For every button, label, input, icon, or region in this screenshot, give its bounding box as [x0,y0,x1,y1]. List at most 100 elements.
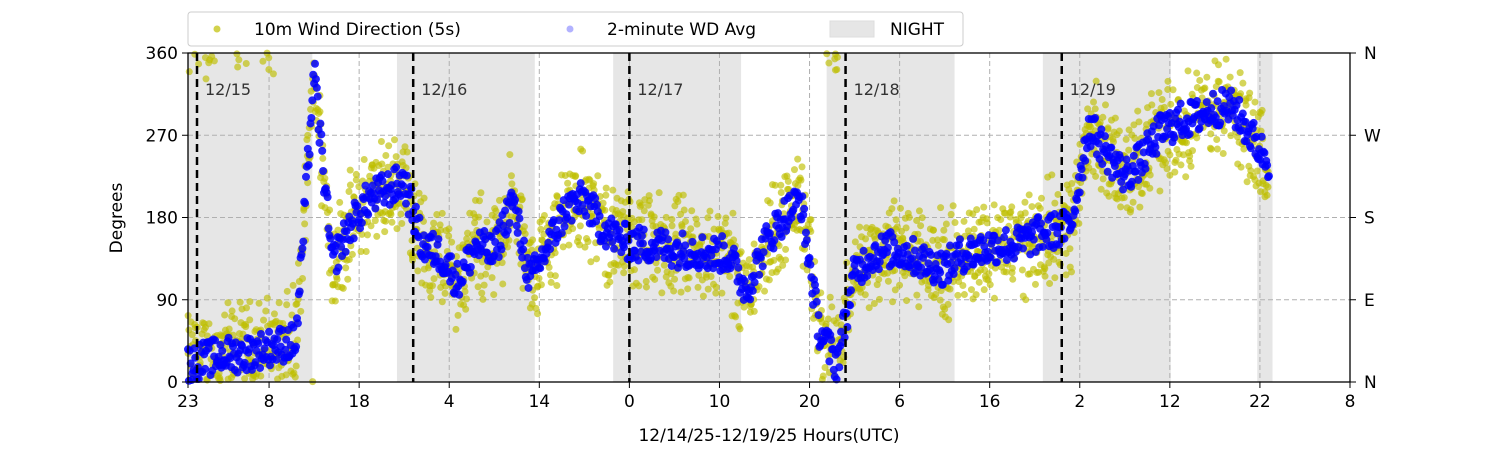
wind-direction-point [1227,132,1235,140]
wd-avg-point [1237,126,1246,135]
wind-direction-point [750,240,758,248]
wind-direction-point [694,283,702,291]
wd-avg-point [748,286,757,295]
wd-avg-point [540,257,549,266]
wind-direction-point [352,176,360,184]
wd-avg-point [902,241,911,250]
wind-direction-point [972,291,980,299]
wd-avg-point [311,75,320,84]
wd-avg-point [1122,155,1131,164]
wind-direction-point [620,269,628,277]
wind-direction-point [1193,69,1201,77]
wind-direction-point [1193,134,1201,142]
wind-direction-point [833,66,841,74]
legend-label-wd-avg: 2-minute WD Avg [607,20,756,40]
wd-avg-point [759,248,768,257]
wind-direction-point [576,222,584,230]
wd-avg-point [1075,188,1084,197]
wind-direction-point [918,214,926,222]
wind-direction-point [997,216,1005,224]
wind-direction-point [1243,178,1251,186]
wind-direction-point [1084,105,1092,113]
wd-avg-point [986,253,995,262]
wind-direction-point [545,263,553,271]
wind-direction-point [461,288,469,296]
wind-direction-point [559,243,567,251]
wind-direction-point [342,264,350,272]
wind-direction-point [185,68,193,76]
wind-direction-point [587,258,595,266]
wind-direction-point [620,262,628,270]
wind-direction-point [246,316,254,324]
wind-direction-point [660,261,668,269]
wd-avg-point [810,280,819,289]
wind-direction-point [1115,127,1123,135]
wd-avg-point [265,361,274,370]
wd-avg-point [323,193,332,202]
wind-direction-point [1028,203,1036,211]
wind-direction-point [345,188,353,196]
wind-direction-point [1167,100,1175,108]
wind-direction-point [463,295,471,303]
wind-direction-point [945,316,953,324]
wind-direction-point [1130,121,1138,129]
wind-direction-point [681,217,689,225]
y-right-tick-label: N [1364,44,1377,64]
wd-avg-point [1098,160,1107,169]
wind-direction-point [1046,280,1054,288]
wd-avg-point [281,345,290,354]
wd-avg-point [1078,173,1087,182]
wind-direction-point [975,278,983,286]
wind-direction-point [865,304,873,312]
wind-direction-point [1257,127,1265,135]
wind-direction-point [995,226,1003,234]
wd-avg-point [392,163,401,172]
wind-direction-point [913,216,921,224]
wd-avg-point [434,235,443,244]
wd-avg-point [859,246,868,255]
wind-direction-point [1187,162,1195,170]
wind-direction-point [672,230,680,238]
wd-avg-point [260,344,269,353]
wd-avg-point [297,250,306,259]
wind-direction-point [216,376,224,384]
wind-direction-point [420,194,428,202]
wind-direction-point [1066,245,1074,253]
wind-direction-point [692,215,700,223]
wd-avg-point [1238,109,1247,118]
x-tick-label: 6 [894,392,905,412]
wd-avg-point [727,261,736,270]
wind-direction-point [1125,126,1133,134]
wind-direction-point [668,222,676,230]
wind-direction-point [382,217,390,225]
wind-direction-point [798,163,806,171]
wd-avg-point [341,247,350,256]
wd-avg-point [827,336,836,345]
wind-direction-point [363,231,371,239]
wind-direction-point [889,298,897,306]
wind-direction-point [475,213,483,221]
wd-avg-point [399,182,408,191]
wind-direction-point [891,286,899,294]
wd-avg-point [595,212,604,221]
wd-avg-point [630,246,639,255]
wind-direction-point [884,277,892,285]
wind-direction-point [934,241,942,249]
wind-direction-point [263,294,271,302]
wd-avg-point [1170,133,1179,142]
wind-direction-point [537,225,545,233]
x-axis-label: 12/14/25-12/19/25 Hours(UTC) [638,426,899,446]
wind-direction-point [532,304,540,312]
wind-direction-point [242,320,250,328]
x-tick-label: 22 [1249,392,1271,412]
wind-direction-point [518,195,526,203]
wind-direction-point [235,56,243,64]
legend-marker-night [829,20,875,38]
wind-direction-point [581,243,589,251]
x-tick-label: 8 [1345,392,1356,412]
wind-direction-point [875,275,883,283]
wind-direction-point [642,283,650,291]
wind-direction-point [492,207,500,215]
wd-avg-point [1116,153,1125,162]
wind-direction-point [658,289,666,297]
